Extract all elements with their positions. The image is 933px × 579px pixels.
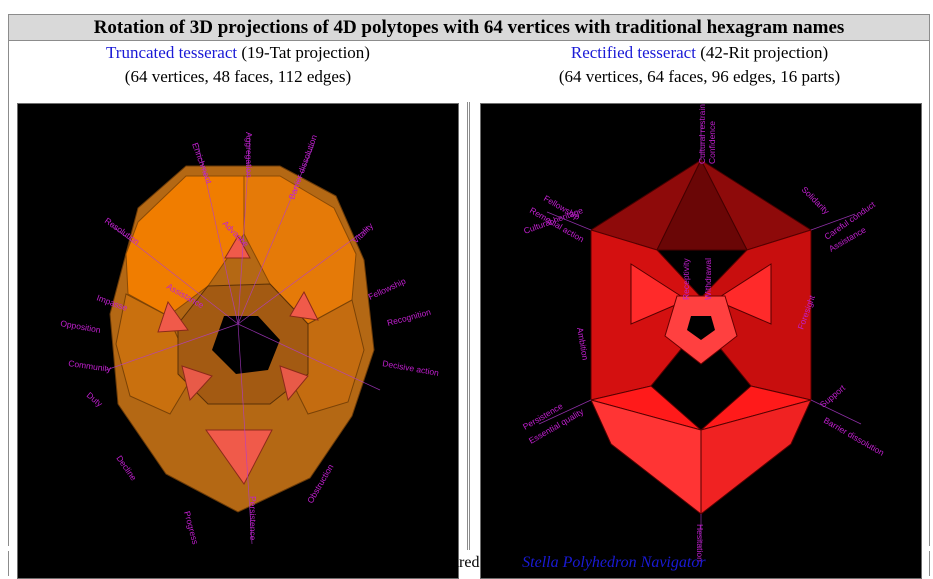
tri-pink-midleft xyxy=(181,365,213,402)
left-caption-line1: Truncated tesseract (19-Tat projection) xyxy=(9,41,467,65)
left-caption: Truncated tesseract (19-Tat projection) … xyxy=(9,41,467,91)
label-confidence: Confidence xyxy=(707,121,717,164)
left-caption-line2: (64 vertices, 48 faces, 112 edges) xyxy=(124,67,352,86)
rectified-tesseract-cell: Rectified tesseract (42-Rit projection) … xyxy=(470,41,930,579)
truncated-tesseract-render: Enrichment Aggregation Barrier dissoluti… xyxy=(60,132,440,545)
label-community: Community xyxy=(68,358,113,374)
right-spokes xyxy=(538,124,862,548)
rectified-tesseract-animation: Cultural restraint Confidence Remedial a… xyxy=(480,103,922,579)
center-hole xyxy=(687,316,715,340)
label-support: Support xyxy=(818,382,848,409)
truncated-tesseract-animation: Enrichment Aggregation Barrier dissoluti… xyxy=(17,103,459,579)
polytope-table: Rotation of 3D projections of 4D polytop… xyxy=(8,14,930,579)
face-red-inner-right xyxy=(713,263,772,325)
label-hesitation: Hesitation xyxy=(695,524,705,562)
right-caption: Rectified tesseract (42-Rit projection) … xyxy=(470,41,929,91)
truncated-tesseract-link[interactable]: Truncated tesseract xyxy=(106,43,238,62)
label-decisive-action: Decisive action xyxy=(382,358,440,378)
label-receptivity: Receptivity xyxy=(681,258,691,300)
label-solidarity: Solidarity xyxy=(800,184,832,216)
right-caption-line1: Rectified tesseract (42-Rit projection) xyxy=(470,41,929,65)
right-caption-projection: (42-Rit projection) xyxy=(695,43,829,62)
label-duty: Duty xyxy=(85,390,105,409)
label-vitality: Vitality xyxy=(350,220,375,245)
tri-pink-right xyxy=(289,290,319,321)
face-red-inner-left xyxy=(630,263,689,325)
label-progress: Progress xyxy=(182,510,200,545)
label-fellowship: Fellowship xyxy=(367,276,408,302)
truncated-tesseract-cell: Truncated tesseract (19-Tat projection) … xyxy=(8,41,467,579)
table-title: Rotation of 3D projections of 4D polytop… xyxy=(8,14,930,41)
rectified-tesseract-render: Cultural restraint Confidence Remedial a… xyxy=(521,104,886,562)
column-divider xyxy=(467,102,470,550)
left-spokes xyxy=(105,133,381,545)
label-opposition: Opposition xyxy=(60,318,102,335)
label-recognition: Recognition xyxy=(386,307,432,328)
right-caption-line2: (64 vertices, 64 faces, 96 edges, 16 par… xyxy=(558,67,841,86)
label-ambition: Ambition xyxy=(575,327,591,362)
inner-hole xyxy=(212,316,280,374)
tri-pink-midright xyxy=(279,365,309,402)
table-footer: Animations above and below prepared usin… xyxy=(8,551,930,576)
label-withdrawal: Withdrawal xyxy=(703,258,713,300)
label-aggregation: Aggregation xyxy=(244,132,254,178)
label-cultural-restraint: Cultural restraint xyxy=(697,104,707,164)
label-decline: Decline xyxy=(114,453,139,482)
tri-pink-left xyxy=(157,300,189,333)
tri-pink-top xyxy=(224,234,251,259)
label-barrier-dissolution-r: Barrier dissolution xyxy=(822,415,886,458)
left-caption-projection: (19-Tat projection) xyxy=(237,43,370,62)
stella-link[interactable]: Stella Polyhedron Navigator xyxy=(522,554,706,571)
rectified-tesseract-link[interactable]: Rectified tesseract xyxy=(570,43,696,62)
tri-pink-bottom xyxy=(205,429,273,485)
footer-text: Animations above and below prepared usin… xyxy=(232,554,523,571)
face-red-top-mid xyxy=(656,158,748,251)
label-persistence: Persistence xyxy=(248,496,258,541)
